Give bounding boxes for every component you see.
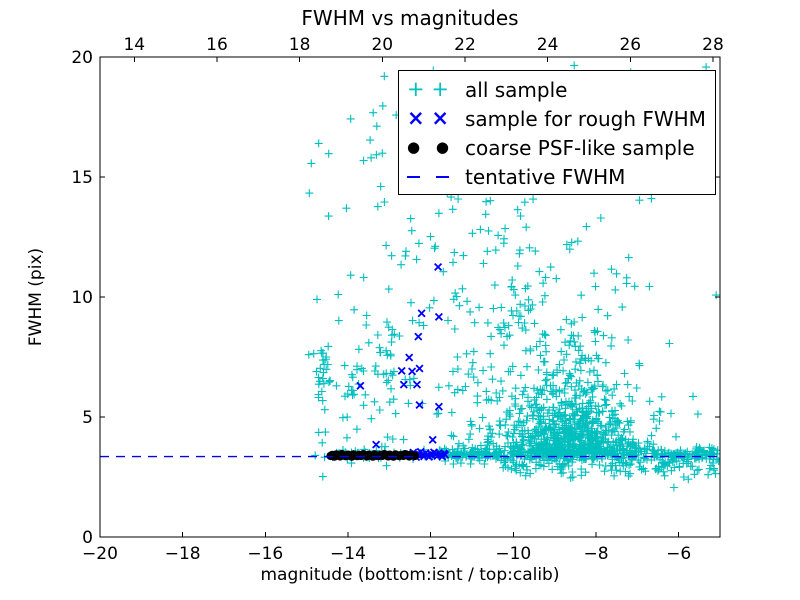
x-tick-label-top: 14 [123,35,145,55]
y-tick-label: 20 [71,48,93,68]
x-tick-label-bottom: −6 [666,544,691,564]
legend-label-tentative-fwhm: tentative FWHM [465,164,626,189]
x-tick-label-bottom: −10 [495,544,531,564]
y-tick-label: 0 [82,528,93,548]
x-tick-label-top: 22 [454,35,476,55]
legend-label-psf-sample: coarse PSF-like sample [465,135,695,160]
y-tick-label: 5 [82,408,93,428]
legend-cross-markers-icon: × × [407,106,449,130]
rough-fwhm-points [356,262,450,462]
x-tick-label-top: 18 [289,35,311,55]
x-tick-label-top: 24 [537,35,559,55]
x-tick-label-top: 16 [206,35,228,55]
legend-row-all-sample: + + all sample [407,75,715,104]
all-sample-points [304,61,720,492]
y-tick-label: 15 [71,168,93,188]
legend-row-psf-sample: ● ● coarse PSF-like sample [407,133,715,162]
x-axis-label: magnitude (bottom:isnt / top:calib) [260,565,560,585]
x-tick-label-bottom: −16 [247,544,283,564]
x-tick-label-top: 26 [619,35,641,55]
y-tick-label: 10 [71,288,93,308]
legend-row-tentative-fwhm: tentative FWHM [407,162,715,191]
chart-title: FWHM vs magnitudes [301,6,519,30]
psf-sample-points [326,450,420,461]
legend-dashed-line-icon [407,175,449,178]
x-tick-label-bottom: −8 [583,544,608,564]
data-layer [100,61,720,492]
y-axis-label: FWHM (pix) [26,247,46,347]
legend-dot-markers-icon: ● ● [407,138,449,156]
x-tick-label-bottom: −20 [82,544,118,564]
axis-tick-labels: −20 −18 −16 −14 −12 −10 −8 −6 14 16 18 20 22 24 26 28 0 5… [71,35,723,564]
legend-row-rough-fwhm: × × sample for rough FWHM [407,104,715,133]
x-tick-label-top: 20 [371,35,393,55]
legend-plus-markers-icon: + + [407,77,449,101]
x-tick-label-top: 28 [702,35,724,55]
legend-label-all-sample: all sample [465,77,568,102]
legend: + + all sample × × sample for rough FWHM… [398,70,716,195]
axis-ticks [99,56,720,538]
legend-label-rough-fwhm: sample for rough FWHM [465,106,706,131]
x-tick-label-bottom: −18 [165,544,201,564]
x-tick-label-bottom: −14 [330,544,366,564]
x-tick-label-bottom: −12 [413,544,449,564]
